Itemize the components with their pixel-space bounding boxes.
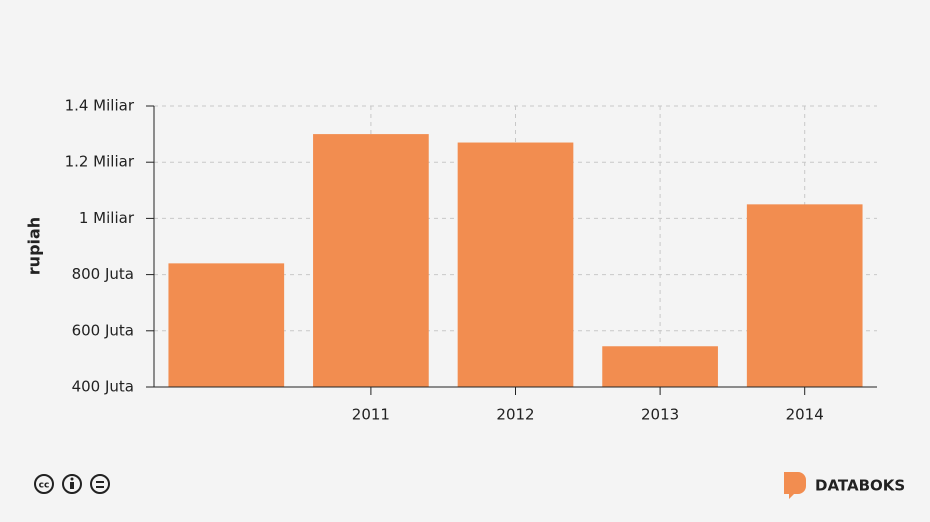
cc-icons: cc	[34, 474, 110, 494]
y-tick-label: 1.4 Miliar	[65, 97, 135, 115]
bar	[313, 134, 429, 387]
bar	[746, 204, 863, 387]
brand-logo	[784, 472, 806, 499]
bar	[602, 346, 718, 387]
x-tick-label: 2013	[641, 406, 679, 424]
y-tick-label: 1.2 Miliar	[65, 153, 135, 171]
y-tick-label: 1 Miliar	[79, 209, 135, 227]
brand: DATABOKS	[815, 477, 905, 495]
svg-text:cc: cc	[39, 481, 50, 491]
x-tick-label: 2014	[786, 406, 824, 424]
bar	[457, 142, 574, 387]
x-tick-label: 2012	[496, 406, 534, 424]
bar	[168, 263, 285, 387]
y-tick-label: 400 Juta	[72, 378, 134, 396]
x-tick-label: 2011	[352, 406, 390, 424]
y-tick-label: 600 Juta	[72, 321, 134, 339]
y-axis-label: rupiah	[25, 217, 44, 275]
y-tick-label: 800 Juta	[72, 265, 134, 283]
